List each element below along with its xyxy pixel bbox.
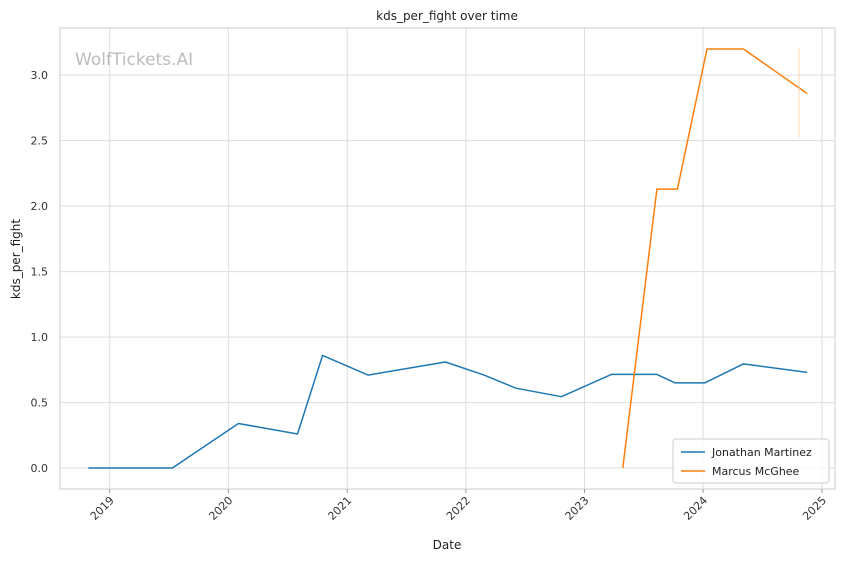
y-axis: 0.0 0.5 1.0 1.5 2.0 2.5 3.0	[31, 69, 49, 475]
x-axis: 2019 2020 2021 2022 2023 2024 2025	[88, 489, 829, 523]
y-tick-label: 3.0	[31, 69, 49, 82]
series-line-marcus-mcghee	[622, 48, 808, 469]
x-tick-label: 2025	[800, 494, 829, 523]
legend: Jonathan Martinez Marcus McGhee	[672, 438, 830, 484]
x-tick-label: 2021	[325, 494, 354, 523]
y-tick-label: 2.5	[31, 135, 49, 148]
y-tick-label: 2.0	[31, 200, 49, 213]
series-line-jonathan-martinez	[88, 354, 808, 469]
x-tick-label: 2020	[206, 494, 235, 523]
legend-label-jonathan-martinez: Jonathan Martinez	[711, 446, 812, 459]
y-tick-label: 0.0	[31, 462, 49, 475]
legend-box	[672, 438, 830, 484]
grid	[60, 28, 835, 489]
y-tick-label: 1.0	[31, 331, 49, 344]
legend-label-marcus-mcghee: Marcus McGhee	[712, 465, 800, 478]
x-tick-label: 2019	[88, 494, 117, 523]
y-tick-label: 1.5	[31, 266, 49, 279]
chart-title: kds_per_fight over time	[376, 9, 518, 23]
plot-area	[59, 27, 836, 490]
x-tick-label: 2022	[444, 494, 473, 523]
x-tick-label: 2024	[681, 494, 710, 523]
watermark: WolfTickets.AI	[75, 50, 193, 70]
x-tick-label: 2023	[563, 494, 592, 523]
y-axis-title: kds_per_fight	[9, 219, 23, 300]
series-layer	[88, 48, 808, 469]
x-axis-title: Date	[433, 538, 462, 552]
y-tick-label: 0.5	[31, 397, 49, 410]
